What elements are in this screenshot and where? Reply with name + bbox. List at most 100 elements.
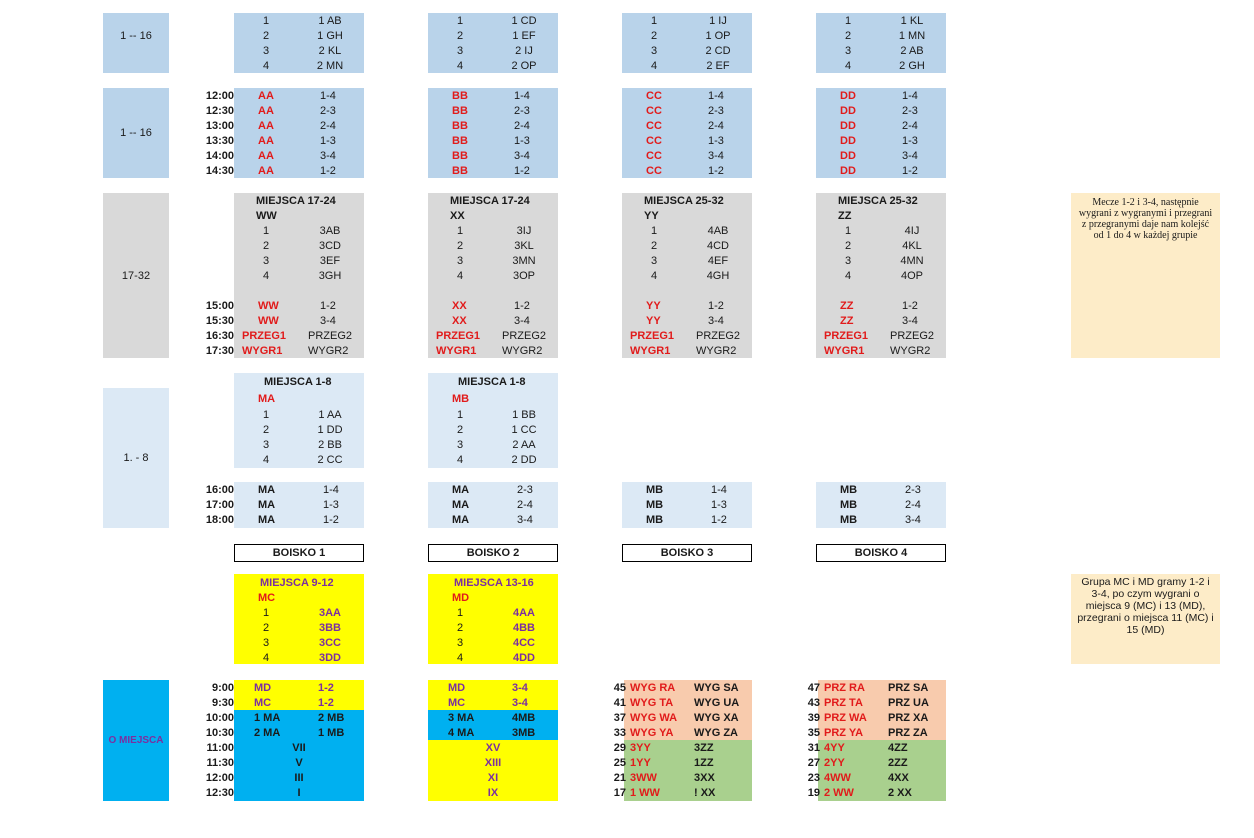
group-row: 2 1 MN	[832, 29, 946, 44]
match-time: 13:00	[205, 120, 234, 132]
group-title: MIEJSCA 1-8	[264, 376, 332, 388]
group-row: 3 4EF	[638, 254, 752, 269]
games2-box-2	[428, 88, 558, 178]
team-code: 4DD	[512, 652, 535, 664]
place-match: XI	[487, 772, 499, 784]
group-code: MB	[840, 514, 858, 526]
team-code: 3IJ	[516, 225, 532, 237]
group-code: BB	[452, 105, 468, 117]
match-row: XX 3-4	[428, 314, 558, 329]
games4-box-4	[816, 482, 946, 528]
section-2-label-cell	[103, 88, 169, 178]
team-code: 4MN	[900, 255, 924, 267]
match-row: PRZEG1 PRZEG2	[428, 329, 558, 344]
final-row: VII	[234, 741, 364, 756]
team-code: 2 BB	[318, 439, 342, 451]
seed-number: 2	[262, 622, 270, 634]
match-pair: 2-4	[517, 499, 533, 511]
team-code: 1 KL	[900, 15, 924, 27]
note-groups-17-32: Mecze 1-2 i 3-4, następnie wygrani z wyg…	[1071, 193, 1220, 358]
team-code: 2 OP	[511, 60, 537, 72]
match-home: MD	[254, 682, 272, 694]
match-row: CC 1-4	[622, 89, 752, 104]
group-code: CC	[646, 90, 662, 102]
match-home: WYGR1	[630, 345, 671, 357]
group-code: BB	[452, 135, 468, 147]
match-time: 16:00	[205, 484, 234, 496]
final-row: 19 2 WW 2 XX	[800, 786, 946, 801]
final-row: 21 3WW 3XX	[606, 771, 752, 786]
match-pair: 2-3	[514, 105, 530, 117]
group-row: 3 4CC	[444, 636, 558, 651]
games4-box-2	[428, 482, 558, 528]
seed-number: 1	[262, 225, 270, 237]
match-away: 3-4	[512, 697, 528, 709]
group-row: 1 4AA	[444, 606, 558, 621]
seed-number: 4	[650, 60, 658, 72]
seed-number: 4	[844, 60, 852, 72]
match-home: WYGR1	[436, 345, 477, 357]
group4-box-1	[234, 373, 364, 468]
match-away: 1ZZ	[694, 757, 714, 769]
match-pair: 2-3	[905, 484, 921, 496]
match-row: BB 2-4	[428, 119, 558, 134]
group-row: 4 2 CC	[250, 453, 364, 468]
final-b2-yellow-top	[428, 680, 558, 710]
final-row: 35 PRZ YA PRZ ZA	[800, 726, 946, 741]
group-code: MB	[646, 514, 664, 526]
group-row: 4 3DD	[250, 651, 364, 666]
place-number: 39	[807, 712, 820, 724]
seed-number: 2	[844, 240, 852, 252]
team-code: 2 AA	[512, 439, 536, 451]
team-code: 4KL	[902, 240, 922, 252]
final-row: 17 1 WW ! XX	[606, 786, 752, 801]
match-home: PRZEG1	[242, 330, 287, 342]
group-row: 1 3AA	[250, 606, 364, 621]
team-code: 1 OP	[705, 30, 731, 42]
section-1-label-cell	[103, 13, 169, 73]
group-code: CC	[646, 150, 662, 162]
seed-number: 2	[456, 240, 464, 252]
match-home: WYG WA	[630, 712, 678, 724]
group-row: 1 1 IJ	[638, 14, 752, 29]
match-row: MA 1-4	[234, 483, 364, 498]
group-row: 3 3CC	[250, 636, 364, 651]
group1-box-1	[234, 13, 364, 73]
group-row: 3 2 KL	[250, 44, 364, 59]
match-away: 3-4	[512, 682, 528, 694]
team-code: 2 GH	[899, 60, 925, 72]
match-row: WYGR1 WYGR2	[816, 344, 946, 359]
match-row: MA 2-3	[428, 483, 558, 498]
group-row: 1 4AB	[638, 224, 752, 239]
match-time: 10:00	[205, 712, 234, 724]
match-pair: 3-4	[517, 514, 533, 526]
final-row: 45 WYG RA WYG SA	[606, 681, 752, 696]
match-time: 18:00	[205, 514, 234, 526]
team-code: 1 AB	[318, 15, 342, 27]
team-code: 2 CC	[317, 454, 343, 466]
seed-number: 3	[844, 255, 852, 267]
team-code: 3MN	[512, 255, 536, 267]
place-number: 41	[613, 697, 626, 709]
group-row: 4 2 DD	[444, 453, 558, 468]
group-code: CC	[646, 105, 662, 117]
team-code: 1 AA	[318, 409, 342, 421]
final-row: 23 4WW 4XX	[800, 771, 946, 786]
match-away: PRZEG2	[308, 330, 353, 342]
final-row: V	[234, 756, 364, 771]
seed-number: 4	[262, 652, 270, 664]
match-pair: 1-3	[708, 135, 724, 147]
final-row: 1 MA 2 MB	[234, 711, 364, 726]
group3-box-2	[428, 193, 558, 358]
team-code: 2 EF	[706, 60, 730, 72]
group-row: 2 1 DD	[250, 423, 364, 438]
match-time: 10:30	[205, 727, 234, 739]
match-pair: 1-2	[711, 514, 727, 526]
match-home: 4WW	[824, 772, 851, 784]
seed-number: 1	[262, 607, 270, 619]
team-code: 4AA	[512, 607, 535, 619]
match-away: PRZEG2	[502, 330, 547, 342]
match-away: 3-4	[902, 315, 918, 327]
team-code: 2 AB	[900, 45, 924, 57]
team-code: 1 EF	[512, 30, 536, 42]
